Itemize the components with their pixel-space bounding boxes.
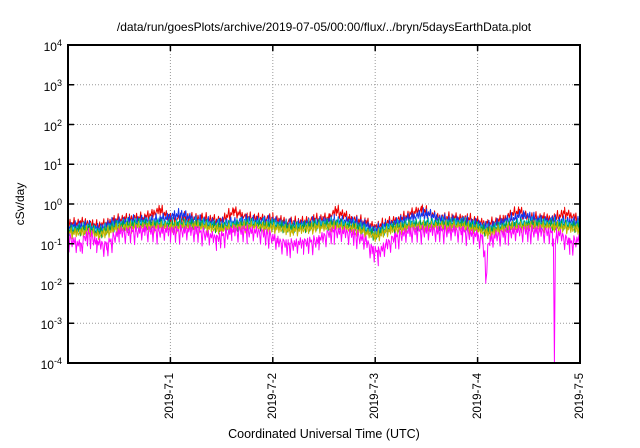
y-tick-label: 104 xyxy=(43,38,62,54)
y-tick-label: 101 xyxy=(43,157,62,174)
y-tick-label: 102 xyxy=(43,117,62,134)
x-axis-title: Coordinated Universal Time (UTC) xyxy=(228,427,420,441)
y-tick-label: 100 xyxy=(43,197,62,213)
chart-title: /data/run/goesPlots/archive/2019-07-05/0… xyxy=(116,20,532,34)
y-tick-label: 10-1 xyxy=(40,236,62,253)
y-axis-title-text: cSv/day xyxy=(13,182,27,226)
y-tick-label: 10-2 xyxy=(40,276,62,293)
series-line-dose-yellow xyxy=(67,219,581,243)
y-tick-label: 10-4 xyxy=(40,356,62,372)
plot-border xyxy=(67,44,581,364)
y-tick-label: 10-3 xyxy=(40,316,62,333)
series-line-dose-magenta xyxy=(67,224,581,364)
y-tick-label: 103 xyxy=(43,77,62,94)
